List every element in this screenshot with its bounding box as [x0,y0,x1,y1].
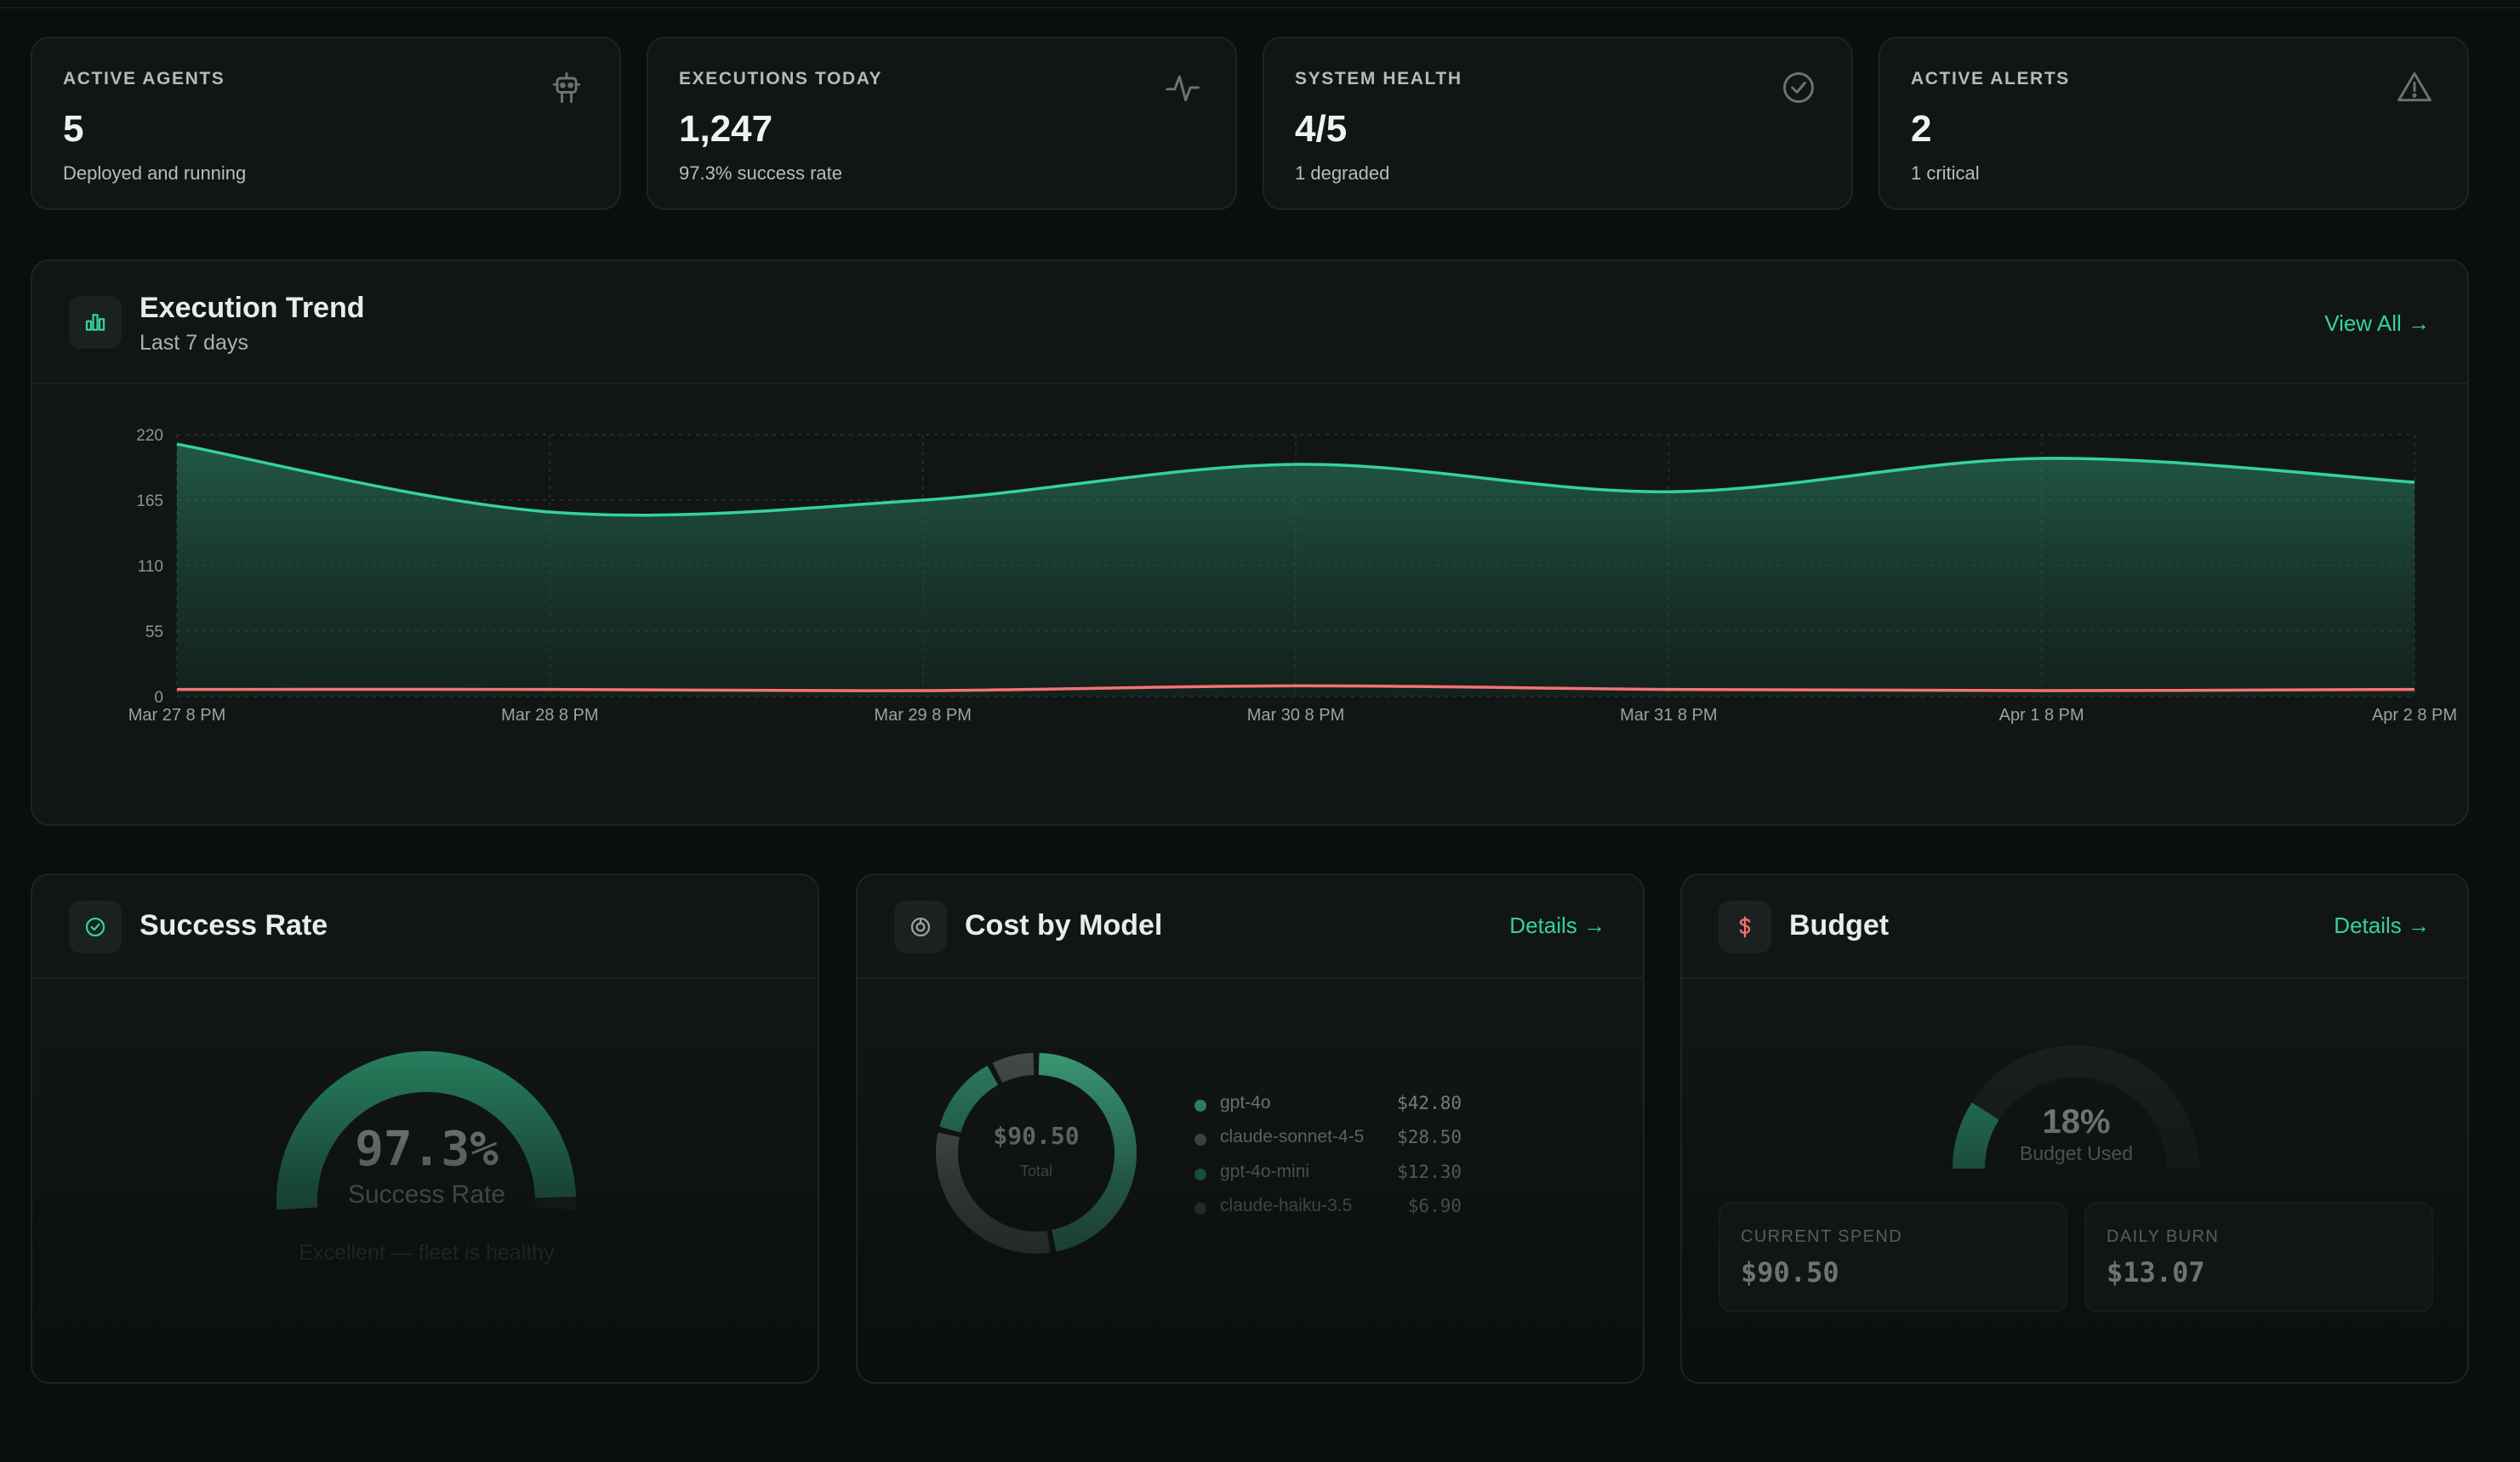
legend-item: claude-sonnet-4-5 $28.50 [1194,1127,1462,1152]
execution-trend-panel: Execution Trend Last 7 days View All → 0… [31,259,2469,826]
x-tick-label: Mar 28 8 PM [501,706,598,725]
panel-title: Execution Trend [140,292,365,324]
current-spend-label: CURRENT SPEND [1741,1227,1903,1246]
y-tick-label: 165 [136,492,163,510]
legend-model-cost: $28.50 [1397,1127,1462,1147]
bar-chart-icon [69,296,122,349]
success-rate-note: Excellent — fleet is healthy [299,1241,555,1265]
stat-label: EXECUTIONS TODAY [679,69,883,88]
donut-segment [992,1053,1035,1084]
legend-model-name: gpt-4o-mini [1220,1162,1310,1181]
top-divider [0,0,2520,9]
cost-total-label: Total [1019,1163,1053,1180]
stat-label: SYSTEM HEALTH [1295,69,1462,88]
success-rate-panel: Success Rate 97.3% Success Rate Excellen… [31,873,819,1384]
legend-model-name: gpt-4o [1220,1093,1271,1112]
pie-chart-icon [894,901,947,953]
stat-card-active-alerts[interactable]: ACTIVE ALERTS 2 1 critical [1879,37,2469,210]
daily-burn-card: DAILY BURN $13.07 [2084,1202,2433,1312]
alert-triangle-icon [2397,72,2432,102]
legend-item: gpt-4o $42.80 [1194,1093,1462,1118]
legend-item: gpt-4o-mini $12.30 [1194,1162,1462,1187]
daily-burn-label: DAILY BURN [2107,1227,2220,1246]
view-all-link[interactable]: View All → [2324,310,2430,336]
daily-burn-value: $13.07 [2107,1256,2205,1288]
x-tick-label: Mar 31 8 PM [1620,706,1717,725]
legend-swatch [1194,1169,1206,1180]
budget-percent: 18% [2042,1103,2111,1141]
series-line-executions [176,442,2415,517]
y-tick-label: 0 [154,689,163,707]
legend-model-cost: $42.80 [1397,1093,1462,1113]
panel-subtitle: Last 7 days [140,331,248,355]
details-link[interactable]: Details → [2334,913,2430,938]
check-circle-icon [1783,72,1814,103]
legend-model-cost: $6.90 [1407,1196,1462,1216]
stat-card-executions-today[interactable]: EXECUTIONS TODAY 1,247 97.3% success rat… [647,37,1237,210]
legend-model-cost: $12.30 [1397,1162,1462,1182]
panel-header: Cost by Model Details → [858,875,1643,979]
donut-segment [936,1132,1051,1254]
check-circle-icon [69,901,122,953]
current-spend-value: $90.50 [1741,1256,1839,1288]
legend-model-name: claude-sonnet-4-5 [1220,1127,1365,1146]
success-rate-label: Success Rate [347,1180,506,1209]
stat-value: 1,247 [679,108,773,150]
y-tick-label: 110 [138,558,163,576]
panel-header: Budget Details → [1682,875,2467,979]
stat-card-active-agents[interactable]: ACTIVE AGENTS 5 Deployed and running [31,37,621,210]
stat-subtext: 97.3% success rate [679,162,842,184]
legend-swatch [1194,1100,1206,1112]
stat-label: ACTIVE ALERTS [1911,69,2070,88]
x-tick-label: Apr 2 8 PM [2372,706,2457,725]
x-tick-label: Apr 1 8 PM [1999,706,2084,725]
panel-title: Budget [1789,909,1890,941]
stat-card-system-health[interactable]: SYSTEM HEALTH 4/5 1 degraded [1263,37,1853,210]
robot-icon [552,72,581,103]
stat-value: 5 [63,108,84,150]
budget-used-label: Budget Used [2020,1142,2133,1164]
legend-swatch [1194,1203,1206,1215]
details-link[interactable]: Details → [1509,913,1605,938]
stat-subtext: 1 critical [1911,162,1980,184]
stat-label: ACTIVE AGENTS [63,69,225,88]
cost-total-value: $90.50 [993,1122,1080,1150]
legend-swatch [1194,1134,1206,1146]
panel-title: Success Rate [140,909,328,941]
legend-model-name: claude-haiku-3.5 [1220,1196,1353,1215]
x-tick-label: Mar 30 8 PM [1247,706,1344,725]
panel-title: Cost by Model [965,909,1163,941]
stat-subtext: 1 degraded [1295,162,1390,184]
series-line-failures [176,684,2415,692]
stat-subtext: Deployed and running [63,162,247,184]
execution-trend-chart: 0 55 110 165 220 Mar 27 8 PM Mar 28 8 PM Mar 29… [128,427,2457,725]
stat-value: 2 [1911,108,1932,150]
legend-item: claude-haiku-3.5 $6.90 [1194,1196,1462,1221]
current-spend-card: CURRENT SPEND $90.50 [1719,1202,2067,1312]
cost-legend: gpt-4o $42.80 claude-sonnet-4-5 $28.50 g… [1194,1093,1462,1246]
activity-icon [1166,75,1200,102]
y-tick-label: 220 [136,427,163,445]
panel-header: Success Rate [32,875,818,979]
success-rate-value: 97.3% [355,1122,499,1177]
panel-header: Execution Trend Last 7 days View All → [32,261,2467,384]
donut-segment [1038,1053,1137,1252]
stat-value: 4/5 [1295,108,1348,150]
x-tick-label: Mar 29 8 PM [874,706,971,725]
dollar-icon [1719,901,1771,953]
x-tick-label: Mar 27 8 PM [128,706,225,725]
y-tick-label: 55 [145,623,163,641]
cost-by-model-panel: Cost by Model Details → $90.50 Total gpt… [856,873,1645,1384]
series-area-executions [177,444,2415,697]
